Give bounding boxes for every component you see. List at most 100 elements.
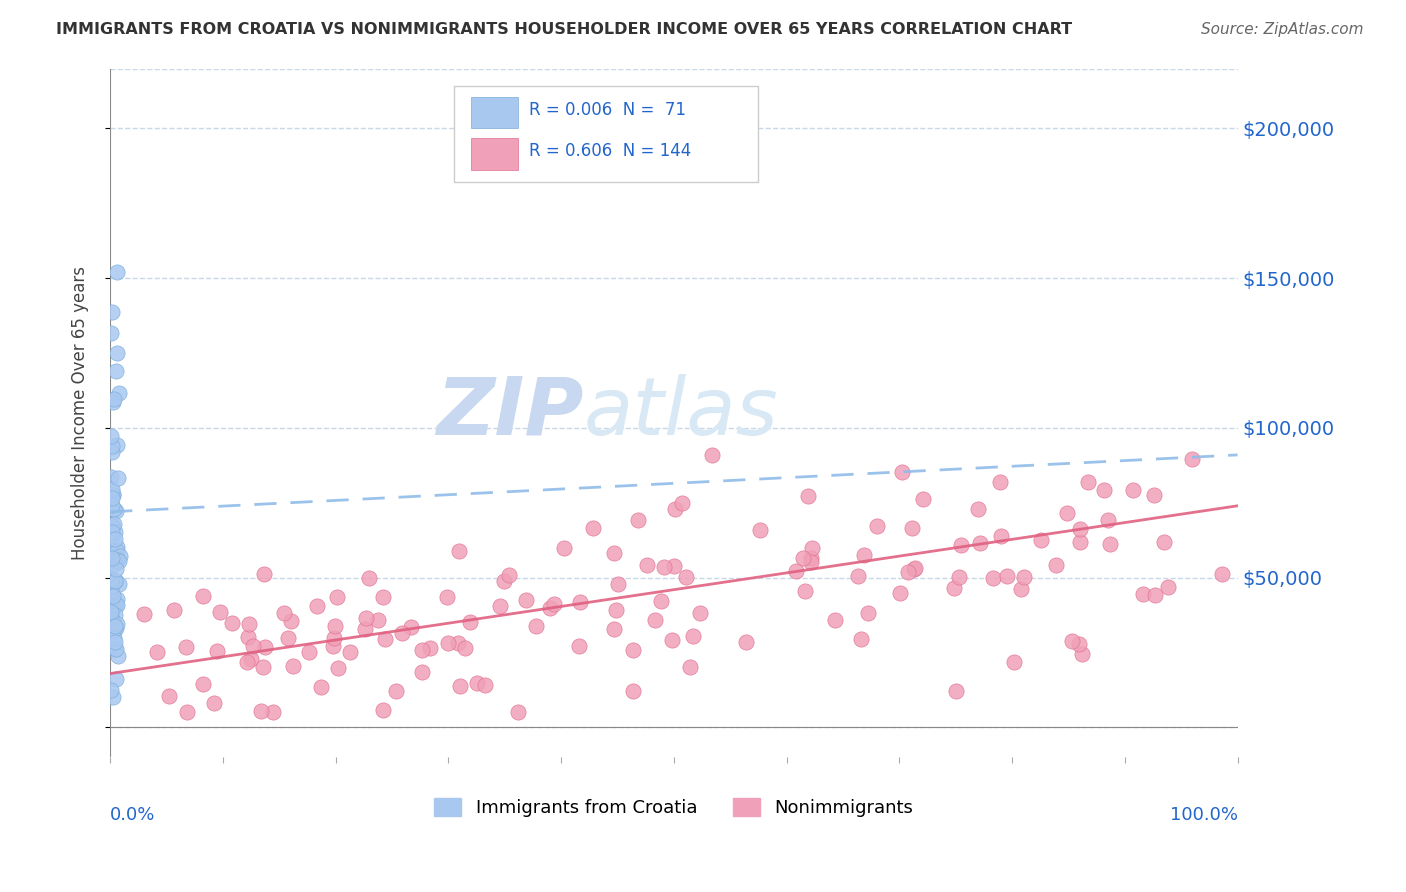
Point <box>101 519 124 533</box>
Point <box>990 528 1012 542</box>
Point <box>494 574 516 588</box>
Point <box>105 641 128 656</box>
Point <box>458 615 481 629</box>
Point <box>1122 483 1144 498</box>
Point <box>474 678 496 692</box>
Point <box>323 618 346 632</box>
Point <box>785 564 807 578</box>
Point <box>157 689 180 703</box>
Point <box>104 672 127 686</box>
Point <box>103 557 125 571</box>
Point <box>1153 535 1175 549</box>
Point <box>101 542 124 557</box>
Point <box>100 445 122 459</box>
Point <box>242 639 264 653</box>
Point <box>354 610 377 624</box>
Text: atlas: atlas <box>583 374 779 452</box>
Point <box>107 471 129 485</box>
Point <box>607 577 630 591</box>
Point <box>100 525 122 540</box>
Point <box>103 501 125 516</box>
Point <box>100 326 122 340</box>
Point <box>903 562 925 576</box>
Point <box>1132 587 1154 601</box>
Point <box>621 684 644 698</box>
Point <box>132 607 155 621</box>
Point <box>1071 648 1094 662</box>
Point <box>104 574 127 588</box>
Point <box>253 566 276 581</box>
Point <box>1143 487 1166 501</box>
Point <box>449 679 471 693</box>
Point <box>104 635 127 649</box>
Point <box>105 438 128 452</box>
Point <box>236 630 259 644</box>
Point <box>675 570 697 584</box>
Point <box>682 629 704 643</box>
Point <box>897 565 920 579</box>
Point <box>104 524 127 539</box>
Point <box>800 555 823 569</box>
Point <box>1143 588 1166 602</box>
Point <box>103 607 125 622</box>
Point <box>262 706 284 720</box>
Point <box>664 502 686 516</box>
Point <box>103 486 125 500</box>
Point <box>498 568 520 582</box>
Point <box>1097 513 1119 527</box>
Point <box>950 539 973 553</box>
Point <box>374 632 396 646</box>
Point <box>104 642 127 657</box>
Point <box>103 516 125 531</box>
Point <box>797 489 820 503</box>
Point <box>700 448 723 462</box>
Point <box>945 684 967 698</box>
Point <box>100 482 122 496</box>
Point <box>661 632 683 647</box>
Point <box>207 644 229 658</box>
Point <box>105 621 128 635</box>
Point <box>995 569 1018 583</box>
Point <box>104 562 127 576</box>
Point <box>305 599 328 613</box>
Point <box>105 552 128 566</box>
Point <box>367 613 389 627</box>
Point <box>419 640 441 655</box>
Point <box>100 428 122 442</box>
Point <box>322 640 344 654</box>
Text: R = 0.606  N = 144: R = 0.606 N = 144 <box>530 142 692 161</box>
Point <box>100 612 122 626</box>
Point <box>605 603 627 617</box>
Point <box>277 631 299 645</box>
Point <box>988 475 1011 489</box>
Point <box>105 550 128 565</box>
Point <box>101 600 124 615</box>
Point <box>1092 483 1115 497</box>
Point <box>603 546 626 560</box>
Point <box>105 617 128 632</box>
Point <box>1069 535 1091 549</box>
Point <box>391 626 413 640</box>
Point <box>353 622 375 636</box>
Legend: Immigrants from Croatia, Nonimmigrants: Immigrants from Croatia, Nonimmigrants <box>434 798 914 817</box>
Point <box>538 601 561 615</box>
Point <box>103 589 125 603</box>
Point <box>437 635 460 649</box>
Point <box>582 521 605 535</box>
Point <box>238 616 260 631</box>
Point <box>1181 451 1204 466</box>
Point <box>465 675 488 690</box>
Point <box>298 645 321 659</box>
Point <box>101 594 124 608</box>
Point <box>515 593 537 607</box>
Text: Source: ZipAtlas.com: Source: ZipAtlas.com <box>1201 22 1364 37</box>
Point <box>104 574 127 589</box>
Point <box>146 645 169 659</box>
Point <box>679 659 702 673</box>
Point <box>1029 533 1052 547</box>
FancyBboxPatch shape <box>454 86 758 182</box>
Point <box>100 573 122 587</box>
Point <box>250 704 273 718</box>
Point <box>101 551 124 566</box>
Text: 100.0%: 100.0% <box>1170 805 1237 823</box>
